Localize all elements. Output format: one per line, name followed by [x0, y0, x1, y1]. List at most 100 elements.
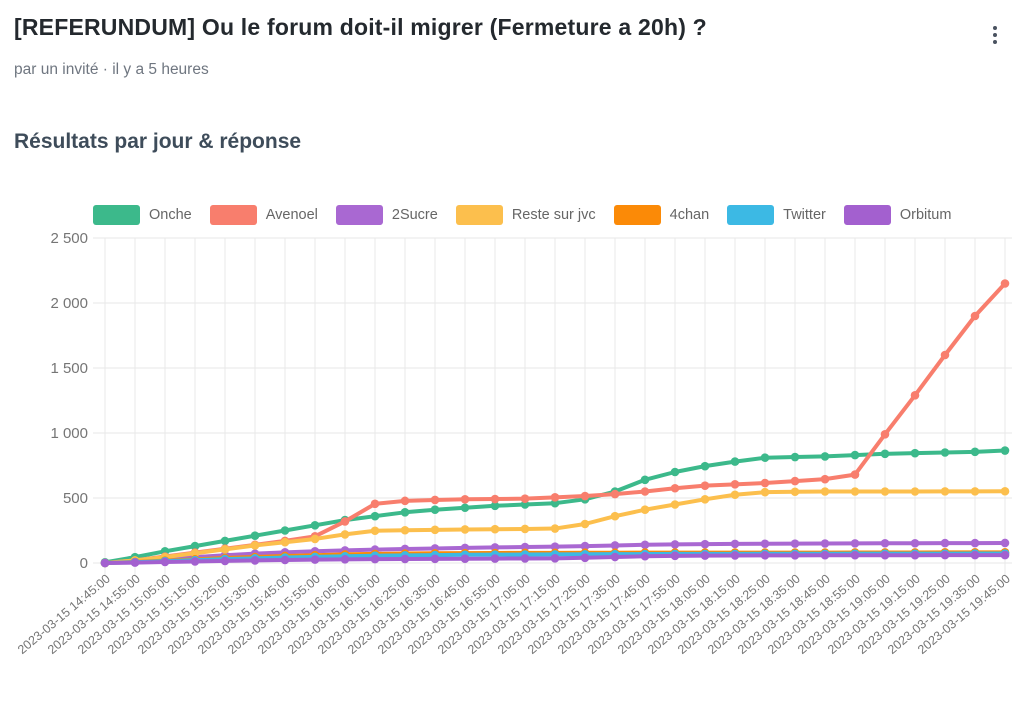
data-point-orbitum[interactable]	[940, 550, 950, 560]
data-point-orbitum[interactable]	[490, 554, 500, 563]
data-point-avenoel[interactable]	[790, 476, 800, 486]
data-point-onche[interactable]	[910, 448, 920, 458]
data-point-reste-sur-jvc[interactable]	[490, 524, 500, 534]
data-point-2sucre[interactable]	[820, 539, 830, 548]
data-point-avenoel[interactable]	[700, 481, 710, 490]
data-point-reste-sur-jvc[interactable]	[820, 487, 830, 496]
data-point-orbitum[interactable]	[700, 551, 710, 560]
data-point-onche[interactable]	[460, 503, 470, 513]
data-point-reste-sur-jvc[interactable]	[580, 519, 590, 529]
data-point-avenoel[interactable]	[610, 489, 620, 499]
data-point-avenoel[interactable]	[400, 496, 410, 506]
data-point-reste-sur-jvc[interactable]	[550, 524, 560, 533]
data-point-reste-sur-jvc[interactable]	[640, 505, 650, 514]
data-point-avenoel[interactable]	[340, 517, 350, 526]
data-point-orbitum[interactable]	[100, 558, 110, 568]
data-point-reste-sur-jvc[interactable]	[790, 487, 800, 497]
data-point-onche[interactable]	[490, 501, 500, 511]
legend-item-orbitum[interactable]: Orbitum	[843, 205, 951, 225]
data-point-2sucre[interactable]	[580, 541, 590, 551]
data-point-avenoel[interactable]	[460, 495, 470, 504]
data-point-2sucre[interactable]	[760, 539, 770, 549]
data-point-reste-sur-jvc[interactable]	[370, 526, 380, 536]
data-point-avenoel[interactable]	[430, 495, 440, 505]
kebab-menu-icon[interactable]	[984, 20, 1006, 50]
data-point-reste-sur-jvc[interactable]	[670, 500, 680, 509]
legend-item-2sucre[interactable]: 2Sucre	[335, 205, 438, 225]
data-point-reste-sur-jvc[interactable]	[190, 548, 200, 558]
data-point-reste-sur-jvc[interactable]	[970, 487, 980, 496]
data-point-orbitum[interactable]	[340, 555, 350, 564]
legend-item-twitter[interactable]: Twitter	[727, 205, 826, 225]
data-point-reste-sur-jvc[interactable]	[910, 487, 920, 496]
data-point-onche[interactable]	[820, 452, 830, 461]
data-point-2sucre[interactable]	[970, 538, 980, 548]
data-point-2sucre[interactable]	[730, 539, 740, 549]
data-point-orbitum[interactable]	[130, 558, 140, 567]
data-point-orbitum[interactable]	[880, 550, 890, 560]
legend-item-4chan[interactable]: 4chan	[613, 205, 709, 225]
data-point-orbitum[interactable]	[970, 550, 980, 560]
data-point-reste-sur-jvc[interactable]	[760, 487, 770, 497]
data-point-orbitum[interactable]	[250, 556, 260, 565]
data-point-onche[interactable]	[670, 467, 680, 477]
data-point-onche[interactable]	[220, 536, 230, 546]
data-point-reste-sur-jvc[interactable]	[610, 511, 620, 521]
data-point-orbitum[interactable]	[550, 554, 560, 563]
data-point-onche[interactable]	[850, 450, 860, 460]
data-point-2sucre[interactable]	[880, 538, 890, 548]
data-point-orbitum[interactable]	[820, 550, 830, 560]
data-point-reste-sur-jvc[interactable]	[430, 525, 440, 535]
data-point-reste-sur-jvc[interactable]	[940, 487, 950, 496]
data-point-2sucre[interactable]	[640, 540, 650, 550]
data-point-reste-sur-jvc[interactable]	[700, 495, 710, 504]
data-point-onche[interactable]	[280, 526, 290, 535]
data-point-onche[interactable]	[400, 508, 410, 517]
data-point-2sucre[interactable]	[850, 539, 860, 548]
data-point-onche[interactable]	[250, 531, 260, 540]
data-point-reste-sur-jvc[interactable]	[220, 545, 230, 554]
data-point-reste-sur-jvc[interactable]	[1000, 486, 1010, 496]
data-point-onche[interactable]	[730, 457, 740, 466]
data-point-avenoel[interactable]	[940, 350, 950, 360]
data-point-2sucre[interactable]	[940, 538, 950, 548]
data-point-reste-sur-jvc[interactable]	[880, 487, 890, 496]
data-point-2sucre[interactable]	[790, 539, 800, 548]
data-point-avenoel[interactable]	[580, 491, 590, 501]
data-point-orbitum[interactable]	[760, 551, 770, 560]
data-point-orbitum[interactable]	[640, 551, 650, 561]
data-point-orbitum[interactable]	[460, 554, 470, 564]
data-point-orbitum[interactable]	[220, 556, 230, 566]
legend-item-avenoel[interactable]: Avenoel	[209, 205, 318, 225]
data-point-reste-sur-jvc[interactable]	[340, 530, 350, 539]
data-point-2sucre[interactable]	[550, 542, 560, 551]
data-point-orbitum[interactable]	[190, 557, 200, 566]
data-point-orbitum[interactable]	[580, 553, 590, 563]
data-point-2sucre[interactable]	[670, 540, 680, 549]
data-point-orbitum[interactable]	[400, 554, 410, 564]
data-point-orbitum[interactable]	[310, 555, 320, 564]
legend-item-onche[interactable]: Onche	[93, 205, 192, 225]
data-point-onche[interactable]	[880, 449, 890, 459]
data-point-onche[interactable]	[700, 461, 710, 471]
data-point-onche[interactable]	[1000, 446, 1010, 455]
data-point-orbitum[interactable]	[370, 554, 380, 564]
data-point-avenoel[interactable]	[1000, 279, 1010, 288]
data-point-orbitum[interactable]	[1000, 550, 1010, 560]
data-point-orbitum[interactable]	[430, 554, 440, 564]
data-point-avenoel[interactable]	[820, 474, 830, 484]
data-point-orbitum[interactable]	[730, 551, 740, 560]
data-point-reste-sur-jvc[interactable]	[850, 487, 860, 496]
data-point-onche[interactable]	[370, 511, 380, 521]
data-point-onche[interactable]	[190, 541, 200, 551]
data-point-onche[interactable]	[430, 505, 440, 514]
data-point-avenoel[interactable]	[910, 391, 920, 400]
legend-item-reste-sur-jvc[interactable]: Reste sur jvc	[455, 205, 596, 225]
data-point-avenoel[interactable]	[670, 483, 680, 493]
data-point-avenoel[interactable]	[880, 430, 890, 439]
data-point-orbitum[interactable]	[790, 551, 800, 560]
data-point-avenoel[interactable]	[640, 487, 650, 496]
data-point-onche[interactable]	[970, 447, 980, 457]
data-point-avenoel[interactable]	[520, 494, 530, 503]
